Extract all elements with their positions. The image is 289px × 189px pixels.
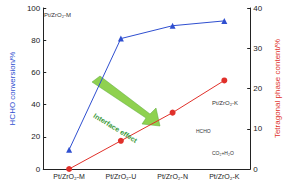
svg-text:Pt/ZrO₂-K: Pt/ZrO₂-K (212, 100, 238, 106)
svg-text:0: 0 (36, 165, 41, 174)
svg-text:10: 10 (253, 124, 262, 133)
svg-text:Pt/ZrO₂-U: Pt/ZrO₂-U (105, 173, 136, 180)
svg-text:20: 20 (31, 132, 40, 141)
svg-text:Pt/ZrO₂-M: Pt/ZrO₂-M (44, 12, 71, 18)
svg-text:40: 40 (253, 4, 262, 13)
svg-text:Tetragonal phase content/%: Tetragonal phase content/% (273, 39, 282, 138)
svg-text:30: 30 (253, 44, 262, 53)
svg-text:HCHO conversion/%: HCHO conversion/% (8, 52, 17, 126)
svg-text:100: 100 (27, 4, 41, 13)
svg-text:CO₂+H₂O: CO₂+H₂O (212, 150, 234, 156)
svg-text:HCHO: HCHO (196, 128, 211, 134)
svg-text:Pt/ZrO₂-K: Pt/ZrO₂-K (209, 173, 240, 180)
svg-text:40: 40 (31, 100, 40, 109)
svg-text:Pt/ZrO₂-M: Pt/ZrO₂-M (53, 173, 85, 180)
svg-text:80: 80 (31, 36, 40, 45)
svg-text:60: 60 (31, 68, 40, 77)
svg-text:Interface effect: Interface effect (92, 112, 139, 144)
svg-text:Pt/ZrO₂-N: Pt/ZrO₂-N (157, 173, 188, 180)
svg-text:0: 0 (253, 165, 258, 174)
svg-text:20: 20 (253, 84, 262, 93)
